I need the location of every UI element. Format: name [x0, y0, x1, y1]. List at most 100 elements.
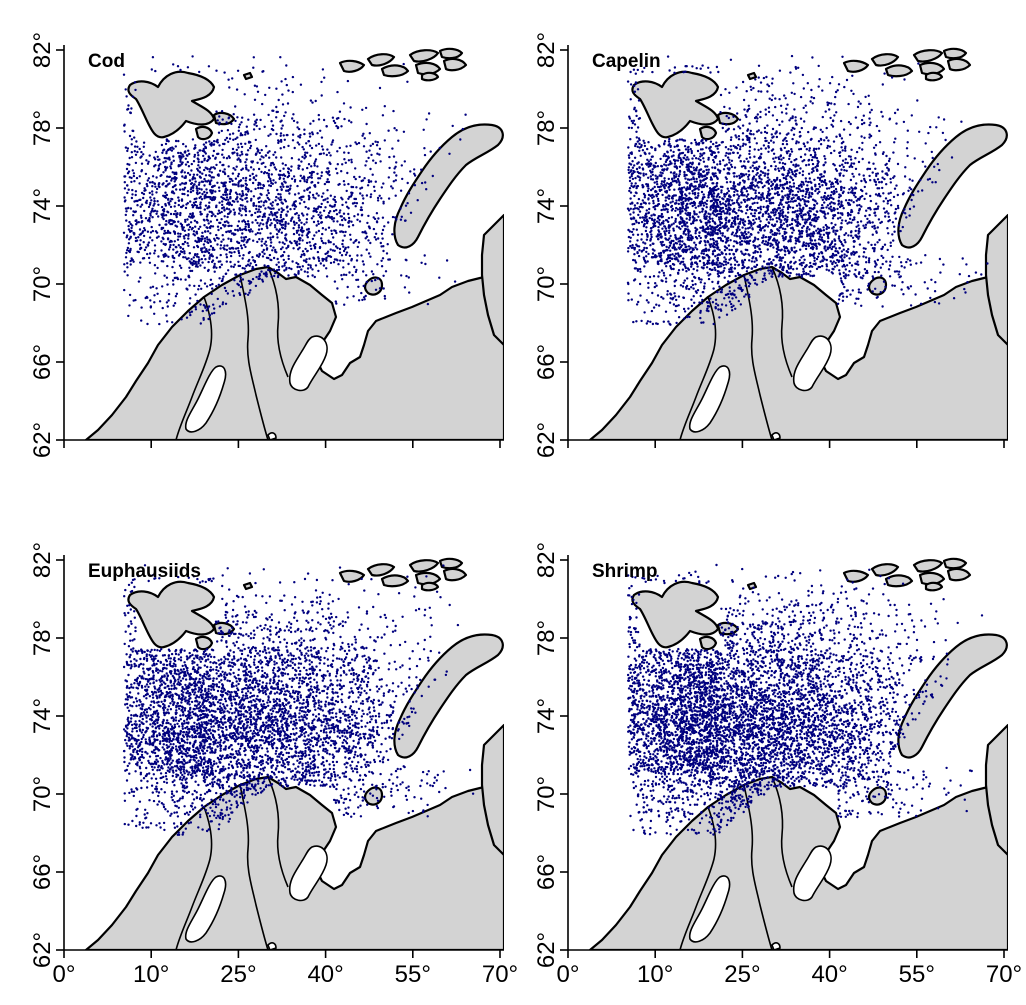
- data-point: [221, 277, 224, 281]
- data-point: [830, 222, 833, 225]
- data-point: [763, 272, 766, 275]
- data-point: [769, 215, 772, 219]
- data-point: [311, 237, 315, 241]
- data-point: [198, 170, 201, 173]
- data-point: [270, 120, 273, 123]
- data-point: [283, 242, 286, 246]
- data-point: [153, 165, 156, 168]
- data-point: [788, 223, 792, 227]
- sampling-points: [626, 54, 989, 326]
- data-point: [681, 163, 684, 166]
- data-point: [673, 145, 676, 148]
- data-point: [126, 246, 130, 250]
- data-point: [667, 231, 671, 235]
- data-point: [306, 188, 309, 191]
- data-point: [279, 219, 282, 223]
- data-point: [158, 182, 161, 185]
- data-point: [312, 220, 316, 224]
- data-point: [176, 277, 180, 281]
- data-point: [738, 127, 742, 130]
- data-point: [188, 179, 192, 182]
- data-point: [336, 90, 339, 94]
- data-point: [282, 258, 285, 262]
- data-point: [645, 246, 648, 250]
- data-point: [824, 223, 828, 227]
- data-point: [742, 142, 745, 145]
- data-point: [204, 166, 207, 169]
- data-point: [881, 186, 884, 190]
- data-point: [247, 118, 250, 121]
- data-point: [310, 146, 314, 150]
- data-point: [356, 254, 359, 257]
- data-point: [828, 202, 832, 205]
- data-point: [170, 177, 174, 180]
- data-point: [334, 200, 337, 204]
- data-point: [781, 227, 785, 230]
- data-point: [688, 192, 691, 195]
- data-point: [163, 274, 166, 277]
- data-point: [300, 268, 303, 271]
- data-point: [206, 250, 209, 253]
- data-point: [356, 245, 359, 249]
- data-point: [711, 212, 714, 215]
- data-point: [258, 205, 261, 208]
- data-point: [652, 195, 655, 198]
- data-point: [889, 199, 892, 202]
- data-point: [309, 154, 312, 157]
- data-point: [259, 186, 262, 190]
- data-point: [183, 192, 186, 196]
- data-point: [728, 172, 731, 175]
- data-point: [728, 258, 731, 261]
- data-point: [776, 191, 779, 194]
- data-point: [693, 180, 696, 183]
- data-point: [819, 137, 823, 141]
- data-point: [627, 209, 631, 212]
- data-point: [225, 220, 228, 223]
- data-point: [739, 237, 742, 240]
- data-point: [732, 144, 735, 148]
- data-point: [842, 275, 846, 278]
- data-point: [131, 224, 134, 227]
- data-point: [262, 272, 266, 275]
- data-point: [646, 189, 650, 193]
- data-point: [346, 205, 349, 208]
- data-point: [836, 217, 840, 220]
- data-point: [292, 119, 296, 123]
- data-point: [860, 118, 864, 122]
- data-point: [267, 268, 270, 272]
- data-point: [258, 277, 261, 280]
- data-point: [752, 197, 755, 201]
- data-point: [360, 206, 363, 209]
- data-point: [195, 185, 198, 188]
- data-point: [736, 272, 740, 275]
- data-point: [739, 243, 742, 246]
- data-point: [295, 221, 298, 225]
- data-point: [345, 189, 348, 193]
- data-point: [877, 270, 880, 274]
- data-point: [347, 262, 350, 266]
- data-point: [276, 236, 279, 239]
- data-point: [163, 165, 167, 169]
- data-point: [256, 240, 259, 244]
- data-point: [736, 217, 739, 221]
- data-point: [800, 264, 803, 267]
- data-point: [303, 223, 306, 226]
- data-point: [186, 194, 190, 197]
- data-point: [714, 268, 717, 272]
- data-point: [893, 230, 896, 233]
- data-point: [156, 266, 159, 270]
- data-point: [139, 205, 142, 208]
- data-point: [189, 221, 193, 224]
- data-point: [387, 129, 390, 132]
- data-point: [829, 116, 832, 120]
- data-point: [312, 170, 315, 174]
- data-point: [257, 183, 260, 187]
- data-point: [759, 220, 762, 223]
- data-point: [172, 212, 176, 216]
- data-point: [840, 243, 844, 246]
- data-point: [865, 261, 868, 264]
- data-point: [240, 236, 243, 239]
- data-point: [286, 102, 290, 105]
- data-point: [831, 262, 834, 265]
- data-point: [281, 246, 284, 249]
